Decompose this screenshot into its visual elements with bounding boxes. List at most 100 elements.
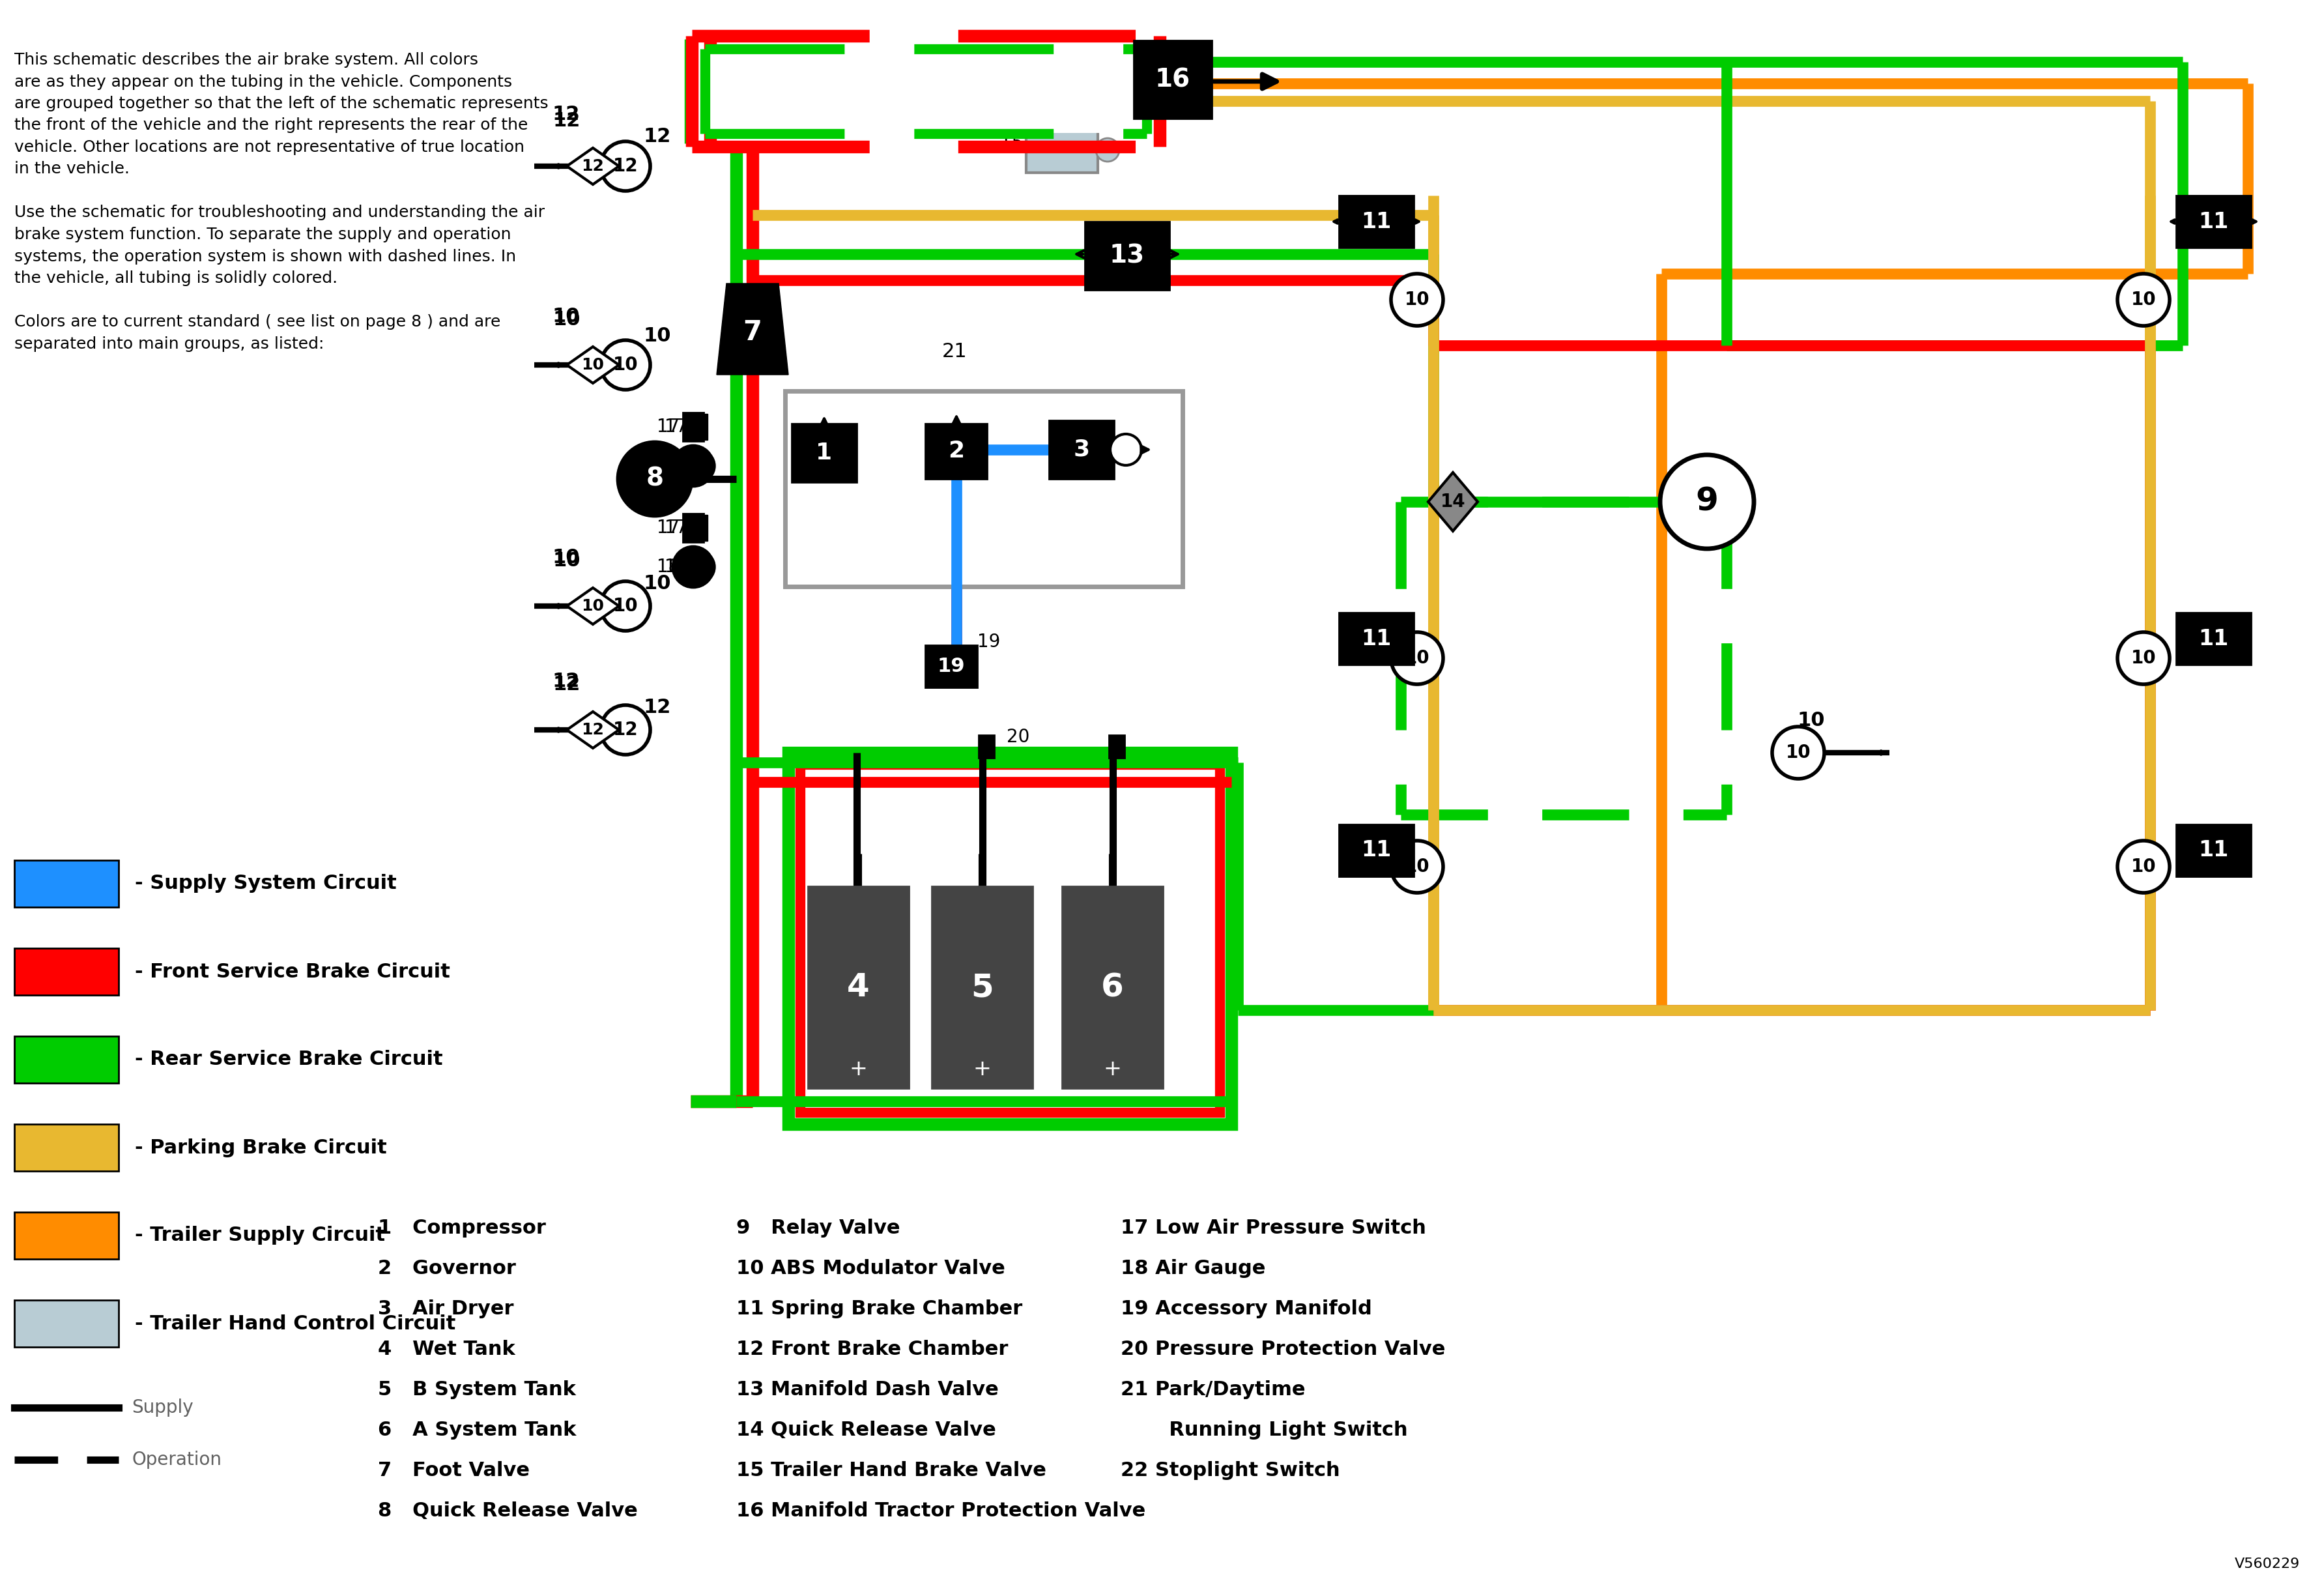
Text: 14 Quick Release Valve: 14 Quick Release Valve xyxy=(737,1420,997,1439)
Bar xyxy=(1062,886,1162,1089)
Text: 17: 17 xyxy=(665,418,688,437)
Text: Operation: Operation xyxy=(132,1451,221,1470)
Bar xyxy=(809,886,909,1089)
Text: 12: 12 xyxy=(644,698,672,717)
Circle shape xyxy=(1773,727,1824,779)
Text: 1   Compressor: 1 Compressor xyxy=(379,1219,546,1237)
Text: 9   Relay Valve: 9 Relay Valve xyxy=(737,1219,899,1237)
Text: 10: 10 xyxy=(2131,858,2157,875)
Circle shape xyxy=(672,445,713,486)
Bar xyxy=(2175,196,2252,247)
Bar xyxy=(1027,128,1097,172)
Circle shape xyxy=(600,582,651,631)
Text: 10 ABS Modulator Valve: 10 ABS Modulator Valve xyxy=(737,1259,1006,1278)
Text: 12: 12 xyxy=(614,720,639,740)
Text: 19 Accessory Manifold: 19 Accessory Manifold xyxy=(1120,1299,1371,1318)
Text: 11: 11 xyxy=(1362,628,1392,649)
Text: - Front Service Brake Circuit: - Front Service Brake Circuit xyxy=(135,963,451,980)
Text: 10: 10 xyxy=(1796,711,1824,730)
Text: 12: 12 xyxy=(553,676,581,693)
Bar xyxy=(786,391,1183,587)
Circle shape xyxy=(672,547,713,588)
Text: 2: 2 xyxy=(948,440,964,462)
Text: 10: 10 xyxy=(553,548,581,567)
Text: 15: 15 xyxy=(999,134,1023,153)
Text: 10: 10 xyxy=(2131,649,2157,668)
Text: 16: 16 xyxy=(1155,67,1190,92)
Bar xyxy=(14,1211,119,1259)
Polygon shape xyxy=(716,284,788,375)
Bar xyxy=(925,646,978,687)
Text: 11: 11 xyxy=(2199,628,2229,649)
Text: 21 Park/Daytime: 21 Park/Daytime xyxy=(1120,1380,1306,1400)
Text: 16 Manifold Tractor Protection Valve: 16 Manifold Tractor Protection Valve xyxy=(737,1502,1146,1521)
Text: 10: 10 xyxy=(644,327,672,344)
Polygon shape xyxy=(567,148,618,185)
Text: 17: 17 xyxy=(658,518,679,537)
Text: 5   B System Tank: 5 B System Tank xyxy=(379,1380,576,1400)
Circle shape xyxy=(2117,274,2171,325)
Text: 17 Low Air Pressure Switch: 17 Low Air Pressure Switch xyxy=(1120,1219,1427,1237)
Text: 10: 10 xyxy=(1785,743,1810,762)
Bar xyxy=(690,515,706,540)
Text: 12: 12 xyxy=(614,158,639,175)
Bar xyxy=(14,948,119,995)
Bar xyxy=(690,414,706,440)
Bar xyxy=(14,1124,119,1172)
Circle shape xyxy=(600,340,651,389)
Text: 12: 12 xyxy=(553,673,581,690)
Bar xyxy=(706,49,1146,132)
Text: 8   Quick Release Valve: 8 Quick Release Valve xyxy=(379,1502,637,1521)
Circle shape xyxy=(600,142,651,191)
Text: - Rear Service Brake Circuit: - Rear Service Brake Circuit xyxy=(135,1050,444,1070)
Text: 15 Trailer Hand Brake Valve: 15 Trailer Hand Brake Valve xyxy=(737,1462,1046,1479)
Text: 6   A System Tank: 6 A System Tank xyxy=(379,1420,576,1439)
Bar xyxy=(925,424,988,478)
Bar xyxy=(14,1036,119,1082)
Text: 11 Spring Brake Chamber: 11 Spring Brake Chamber xyxy=(737,1299,1023,1318)
Text: 10: 10 xyxy=(1404,290,1429,309)
Circle shape xyxy=(1392,274,1443,325)
Text: +: + xyxy=(974,1058,992,1079)
Polygon shape xyxy=(567,346,618,383)
Text: 20 Pressure Protection Valve: 20 Pressure Protection Valve xyxy=(1120,1341,1446,1358)
Bar xyxy=(1339,196,1413,247)
Bar xyxy=(1085,222,1169,290)
Text: 12: 12 xyxy=(581,158,604,174)
Text: 20: 20 xyxy=(1006,728,1030,746)
Text: 14: 14 xyxy=(1441,493,1466,512)
Text: +: + xyxy=(848,1058,867,1079)
Text: 5: 5 xyxy=(971,972,992,1003)
Bar xyxy=(14,1301,119,1347)
Bar xyxy=(14,861,119,907)
Text: 22: 22 xyxy=(1104,56,1129,75)
Text: 2   Governor: 2 Governor xyxy=(379,1259,516,1278)
Bar xyxy=(1134,40,1211,118)
Circle shape xyxy=(681,450,716,483)
Bar xyxy=(978,735,995,757)
Text: 12: 12 xyxy=(644,128,672,147)
Text: 10: 10 xyxy=(581,357,604,373)
Polygon shape xyxy=(567,711,618,748)
Bar xyxy=(683,413,704,442)
Text: 3   Air Dryer: 3 Air Dryer xyxy=(379,1299,514,1318)
Text: 3: 3 xyxy=(1074,438,1090,461)
Text: - Supply System Circuit: - Supply System Circuit xyxy=(135,874,397,893)
Text: 22 Stoplight Switch: 22 Stoplight Switch xyxy=(1120,1462,1341,1479)
Circle shape xyxy=(1659,454,1755,548)
Bar xyxy=(932,886,1032,1089)
Circle shape xyxy=(681,550,716,583)
Text: This schematic describes the air brake system. All colors
are as they appear on : This schematic describes the air brake s… xyxy=(14,53,548,352)
Text: Supply: Supply xyxy=(132,1398,193,1417)
Text: V560229: V560229 xyxy=(2236,1557,2301,1570)
Text: 10: 10 xyxy=(1404,649,1429,668)
Text: 18: 18 xyxy=(665,457,688,475)
Text: 9: 9 xyxy=(1697,486,1717,518)
Circle shape xyxy=(1392,840,1443,893)
Text: - Trailer Supply Circuit: - Trailer Supply Circuit xyxy=(135,1226,386,1245)
Text: Running Light Switch: Running Light Switch xyxy=(1120,1420,1408,1439)
Bar xyxy=(1339,824,1413,877)
Text: 10: 10 xyxy=(581,598,604,614)
Bar xyxy=(799,765,1220,1113)
Text: 10: 10 xyxy=(553,311,581,328)
